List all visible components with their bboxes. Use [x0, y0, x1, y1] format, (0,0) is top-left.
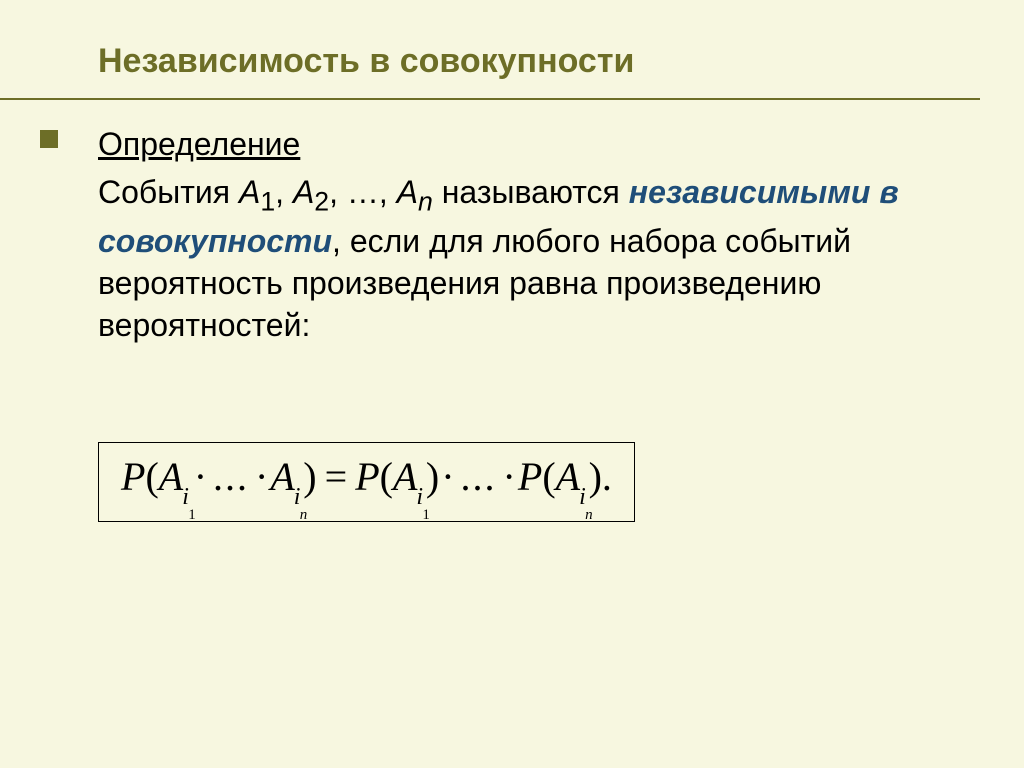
f-cdot4: · — [501, 453, 518, 500]
event-subn: n — [418, 186, 433, 216]
bullet-icon — [40, 130, 58, 148]
f-P3: P — [518, 453, 542, 500]
f-A4: A — [556, 453, 580, 500]
f-rp1: ) — [303, 453, 316, 500]
event-A1: A — [239, 174, 260, 210]
f-A3: A — [393, 453, 417, 500]
f-period: . — [602, 453, 612, 500]
f-sub-i1b: i1 — [416, 488, 424, 519]
event-An: A — [397, 174, 418, 210]
f-sub-i1: i1 — [182, 488, 190, 519]
f-A1: A — [159, 453, 183, 500]
formula: P(Ai1 ·...· Ain ) = P(Ai1) ·...· P(Ain). — [121, 453, 612, 505]
f-lp2: ( — [380, 453, 393, 500]
f-dots1: ... — [209, 453, 253, 500]
title-underline — [0, 98, 980, 100]
f-eq: = — [317, 453, 356, 500]
text-pre: События — [98, 174, 239, 210]
event-sub2: 2 — [314, 186, 329, 216]
formula-container: P(Ai1 ·...· Ain ) = P(Ai1) ·...· P(Ain). — [98, 442, 635, 522]
slide-title: Независимость в совокупности — [98, 42, 964, 81]
f-sub-in1: in — [294, 488, 302, 519]
formula-box: P(Ai1 ·...· Ain ) = P(Ai1) ·...· P(Ain). — [98, 442, 635, 522]
f-P2: P — [355, 453, 379, 500]
f-lp3: ( — [542, 453, 555, 500]
f-A2: A — [270, 453, 294, 500]
f-cdot3: · — [439, 453, 456, 500]
body-content: Определение События A1, A2, …, An называ… — [98, 126, 954, 346]
f-lp1: ( — [145, 453, 158, 500]
event-A2: A — [293, 174, 314, 210]
f-rp3: ) — [589, 453, 602, 500]
f-rp2: ) — [426, 453, 439, 500]
f-P1: P — [121, 453, 145, 500]
definition-label: Определение — [98, 126, 954, 163]
definition-text: События A1, A2, …, An называются независ… — [98, 171, 954, 346]
f-cdot1: · — [192, 453, 209, 500]
event-sub1: 1 — [260, 186, 275, 216]
f-cdot2: · — [253, 453, 270, 500]
f-sub-inb: in — [579, 488, 587, 519]
f-dots2: ... — [457, 453, 501, 500]
text-mid: называются — [433, 174, 629, 210]
